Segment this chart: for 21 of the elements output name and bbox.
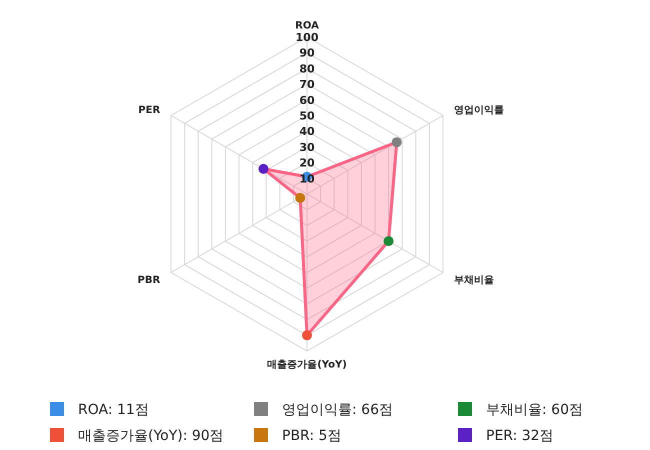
text: PER: 32점 (486, 428, 554, 444)
spoke-label: PBR (138, 274, 160, 286)
y-tick-label: 100 (296, 31, 319, 44)
y-tick-label: 20 (299, 156, 315, 170)
y-tick-label: 70 (299, 78, 315, 92)
y-tick-label: 90 (299, 46, 315, 60)
y-tick-label: 30 (299, 140, 315, 154)
spoke-label: ROA (295, 20, 320, 32)
y-tick-label: 60 (299, 94, 315, 107)
text: 매출증가율(YoY): 90점 (78, 428, 224, 444)
spoke-label: 매출증가율(YoY) (267, 360, 347, 371)
y-tick-label: 80 (299, 62, 315, 76)
y-tick-label: 50 (299, 110, 315, 122)
text: ROA: 11점 (78, 402, 149, 418)
spoke-label: PER (138, 105, 160, 116)
text: PBR: 5점 (282, 428, 342, 444)
spoke-label: 영업이익률 (454, 105, 504, 116)
spoke-label: 부채비율 (454, 274, 494, 286)
text: 영업이익률: 66점 (282, 402, 393, 418)
y-tick-label: 40 (299, 125, 315, 138)
text: 부채비율: 60점 (486, 402, 583, 418)
